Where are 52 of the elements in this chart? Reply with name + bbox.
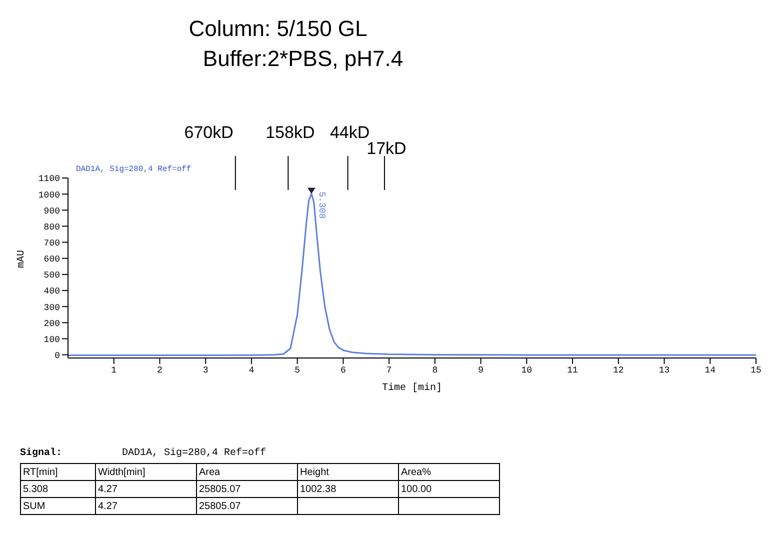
text: RT[min] — [20, 464, 96, 480]
y-tick-label: 0 — [54, 350, 60, 361]
x-tick-label: 4 — [248, 365, 254, 376]
text: 100.00 — [398, 480, 500, 498]
text: 1002.38 — [298, 480, 398, 498]
annotation: 5.308 — [316, 192, 326, 219]
text: DAD1A, Sig=280,4 Ref=off — [76, 165, 192, 174]
text: Area% — [398, 464, 500, 480]
y-tick-label: 800 — [44, 222, 60, 232]
y-tick-label: 900 — [44, 206, 60, 216]
text: 25805.07 — [196, 498, 298, 514]
x-tick-label: 7 — [386, 365, 392, 376]
x-tick-label: 6 — [340, 365, 346, 376]
text: 25805.07 — [196, 480, 298, 498]
text: DAD1A, Sig=280,4 Ref=off — [122, 448, 266, 459]
x-axis-title: Time [min] — [382, 382, 442, 394]
ref-line-label: 17kD — [366, 139, 406, 158]
text: 5.308 — [20, 480, 96, 498]
x-tick-label: 12 — [612, 365, 624, 376]
y-axis-title: mAU — [16, 250, 28, 268]
chart-title: Column: 5/150 GL — [188, 15, 368, 43]
text: SUM — [20, 498, 96, 514]
x-tick-label: 10 — [521, 365, 532, 376]
y-tick-label: 500 — [44, 270, 60, 281]
x-tick-label: 14 — [704, 365, 716, 376]
y-tick-label: 300 — [44, 302, 60, 313]
text: 4.27 — [96, 480, 196, 498]
y-tick-label: 1100 — [38, 174, 60, 184]
text: Width[min] — [96, 464, 196, 480]
y-tick-label: 1000 — [38, 190, 60, 200]
x-tick-label: 2 — [157, 365, 162, 376]
x-tick-label: 15 — [750, 365, 762, 376]
y-tick-label: 600 — [44, 254, 60, 265]
x-tick-label: 5 — [294, 365, 300, 376]
text: Height — [298, 464, 398, 480]
y-tick-label: 400 — [44, 286, 60, 297]
ref-line-label: 44kD — [330, 123, 370, 142]
text: 4.27 — [96, 498, 196, 514]
x-tick-label: 3 — [202, 365, 208, 376]
y-tick-label: 100 — [44, 334, 60, 345]
ref-line-label: 158kD — [266, 123, 315, 142]
x-tick-label: 13 — [658, 365, 670, 376]
text: Area — [196, 464, 298, 480]
text: Signal: — [20, 448, 62, 459]
y-tick-label: 700 — [44, 238, 60, 248]
x-tick-label: 9 — [478, 365, 484, 376]
x-tick-label: 8 — [432, 365, 438, 376]
chart-subtitle: Buffer:2*PBS, pH7.4 — [202, 45, 404, 73]
x-tick-label: 1 — [111, 365, 117, 376]
y-tick-label: 200 — [44, 318, 60, 329]
ref-line-label: 670kD — [184, 123, 234, 142]
x-tick-label: 11 — [567, 365, 578, 376]
